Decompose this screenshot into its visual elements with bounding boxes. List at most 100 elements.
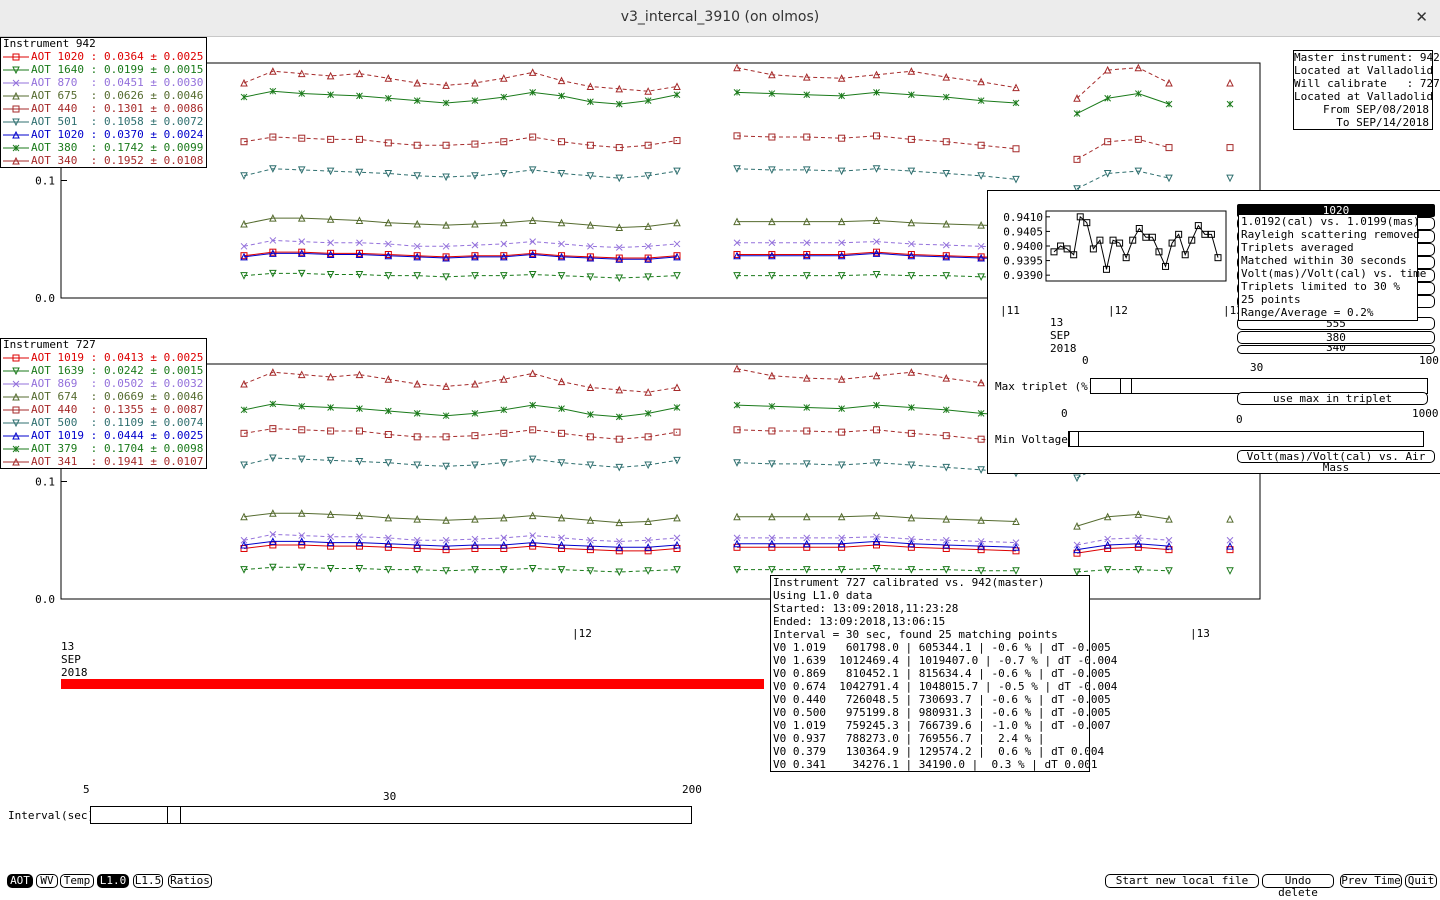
mode-button-aot[interactable]: AOT [7, 874, 33, 888]
close-icon[interactable]: ✕ [1415, 8, 1428, 26]
data-point [1226, 174, 1234, 183]
master-line: Located at Valladolid [1294, 90, 1434, 103]
air-mass-plot-button[interactable]: Volt(mas)/Volt(cal) vs. Air Mass [1237, 450, 1435, 473]
ratio-info-line: Volt(mas)/Volt(cal) vs. time [1241, 267, 1427, 280]
max-triplet-thumb[interactable] [1120, 378, 1132, 394]
prev-time-button[interactable]: Prev Time [1340, 874, 1402, 888]
date-month: SEP [61, 653, 81, 666]
data-point [1073, 522, 1081, 530]
legend-label: AOT 869 : [31, 377, 98, 390]
data-point [442, 433, 450, 441]
ratio-date-day: 13 [1050, 316, 1064, 329]
wavelength-tab-380[interactable]: 380 [1237, 331, 1435, 344]
data-point [1012, 539, 1020, 546]
data-point [733, 239, 741, 247]
data-point [733, 566, 741, 574]
series-line [243, 540, 678, 548]
data-point [355, 542, 363, 550]
ratio-point [1188, 236, 1196, 244]
legend-symbol [3, 406, 29, 414]
data-point [873, 426, 880, 434]
wavelength-tab-340[interactable]: 340 [1237, 345, 1435, 354]
data-point [802, 373, 811, 382]
legend-title: Instrument 942 [3, 37, 96, 50]
minvolt-mid: 0 [1236, 413, 1243, 426]
data-point [269, 248, 277, 256]
min-voltage-slider[interactable] [1068, 431, 1424, 447]
mode-button-l15[interactable]: L1.5 [133, 874, 163, 888]
data-point [768, 90, 776, 97]
data-point [557, 169, 566, 178]
data-point [413, 252, 421, 260]
data-point [872, 271, 881, 279]
legend-label: AOT 1020 : [31, 50, 98, 63]
data-point [673, 544, 681, 552]
legend-value: 0.0626 ± 0.0046 [104, 89, 204, 102]
data-point [528, 564, 537, 573]
data-point [977, 172, 985, 180]
stats-line: V0 0.341 34276.1 | 34190.0 | 0.3 % | dT … [773, 758, 1098, 771]
legend-value: 0.0502 ± 0.0032 [104, 377, 204, 390]
data-point [733, 251, 741, 259]
data-point [837, 539, 846, 548]
data-point [837, 566, 846, 574]
data-point [768, 251, 776, 260]
data-point [615, 100, 623, 108]
data-point [326, 456, 335, 465]
data-point [1165, 144, 1173, 152]
data-point [298, 532, 306, 539]
data-point [733, 512, 741, 521]
calibration-stats-box: Instrument 727 calibrated vs. 942(master… [770, 575, 1117, 772]
legend-symbol [3, 419, 29, 428]
interval-max: 200 [682, 783, 702, 796]
data-point [587, 98, 594, 106]
mode-button-l10[interactable]: L1.0 [97, 874, 129, 888]
ratio-point [1148, 233, 1156, 241]
data-point [471, 461, 479, 470]
data-point [298, 238, 306, 245]
mode-button-temp[interactable]: Temp [60, 874, 94, 888]
ratio-info-line: 1.0192(cal) vs. 1.0199(mas) [1241, 215, 1420, 228]
data-point [269, 454, 277, 463]
legend-row: AOT 1639 : 0.0242 ± 0.0015 [1, 364, 206, 377]
data-point [413, 433, 421, 441]
data-point [907, 539, 916, 548]
interval-slider-thumb[interactable] [167, 806, 181, 824]
data-point [768, 272, 776, 280]
ratio-point [1083, 219, 1091, 227]
legend-value: 0.1952 ± 0.0108 [104, 154, 204, 167]
data-point [269, 400, 277, 408]
start-new-local-file-button[interactable]: Start new local file [1105, 874, 1259, 888]
series-line [737, 251, 1017, 259]
data-point [977, 516, 985, 524]
data-point [907, 251, 916, 260]
data-point [942, 272, 951, 280]
legend-row: AOT 440 : 0.1355 ± 0.0087 [1, 403, 206, 416]
data-point [471, 379, 479, 388]
data-point [269, 87, 277, 95]
mode-button-ratios[interactable]: Ratios [168, 874, 212, 888]
data-point [499, 74, 508, 82]
data-point [977, 542, 985, 550]
use-max-in-triplet-button[interactable]: use max in triplet [1237, 392, 1428, 405]
series-line [737, 540, 1017, 548]
data-point [837, 167, 846, 176]
series-line [737, 273, 1016, 278]
stats-line: Instrument 727 calibrated vs. 942(master… [773, 576, 1045, 589]
ratio-point [1135, 225, 1143, 232]
interval-slider[interactable] [90, 806, 692, 824]
data-point [942, 169, 951, 178]
min-voltage-thumb[interactable] [1069, 431, 1079, 447]
quit-button[interactable]: Quit [1405, 874, 1437, 888]
title-bar: v3_intercal_3910 (on olmos) ✕ [0, 0, 1440, 37]
date-label: 13 SEP 2018 [61, 640, 88, 679]
undo-delete-button[interactable]: Undo delete [1262, 874, 1334, 899]
data-point [673, 404, 681, 411]
data-point [269, 368, 277, 376]
data-point [1165, 514, 1173, 523]
mode-button-wv[interactable]: WV [36, 874, 58, 888]
data-point [1104, 535, 1112, 543]
data-point [977, 253, 985, 262]
data-point [733, 63, 741, 72]
ratio-point [1057, 242, 1065, 250]
